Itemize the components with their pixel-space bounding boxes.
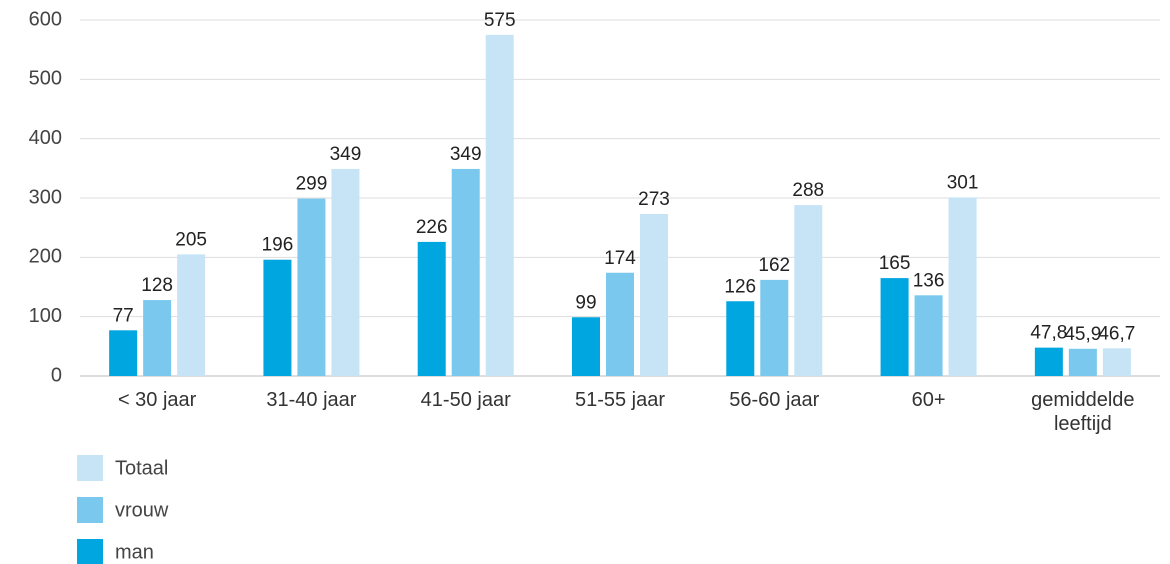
bar xyxy=(606,272,634,376)
bar xyxy=(794,205,823,376)
y-tick-label: 300 xyxy=(29,186,62,208)
bar xyxy=(143,300,172,376)
data-label: 126 xyxy=(724,276,756,297)
bar xyxy=(263,259,292,376)
bar xyxy=(331,168,360,376)
bar xyxy=(451,168,480,376)
x-tick-label: 41-50 jaar xyxy=(420,389,511,411)
data-label: 575 xyxy=(484,10,516,31)
bar xyxy=(726,301,755,376)
bar xyxy=(914,295,943,376)
legend-label: Totaal xyxy=(115,457,168,479)
data-label: 165 xyxy=(879,253,911,274)
data-label: 128 xyxy=(141,275,173,296)
data-label: 47,8 xyxy=(1030,323,1067,344)
y-tick-label: 400 xyxy=(29,127,62,149)
y-tick-label: 500 xyxy=(29,68,62,90)
data-label: 136 xyxy=(913,270,945,291)
data-label: 99 xyxy=(575,292,596,313)
legend-swatch xyxy=(77,539,103,564)
data-label: 349 xyxy=(330,144,362,165)
legend-label: man xyxy=(115,541,154,563)
data-label: 226 xyxy=(416,217,448,238)
bar xyxy=(1102,348,1131,376)
bar xyxy=(485,34,514,376)
bar xyxy=(948,197,977,376)
data-label: 301 xyxy=(947,172,979,193)
legend-swatch xyxy=(77,497,103,523)
data-label: 349 xyxy=(450,144,482,165)
data-label: 45,9 xyxy=(1064,324,1101,345)
bar xyxy=(572,317,600,376)
bar xyxy=(1034,347,1063,376)
data-label: 46,7 xyxy=(1098,323,1135,344)
bar xyxy=(760,279,789,376)
bar xyxy=(109,330,138,376)
x-tick-label: 56-60 jaar xyxy=(729,389,820,411)
bar xyxy=(1068,348,1097,376)
y-tick-label: 200 xyxy=(29,246,62,268)
legend-label: vrouw xyxy=(115,499,169,521)
legend-swatch xyxy=(77,455,103,481)
data-label: 273 xyxy=(638,189,670,210)
bar xyxy=(297,198,326,376)
data-label: 174 xyxy=(604,248,636,269)
x-tick-label: 31-40 jaar xyxy=(266,389,357,411)
data-label: 299 xyxy=(296,174,328,195)
y-tick-label: 600 xyxy=(29,8,62,30)
data-label: 288 xyxy=(792,180,824,201)
data-label: 196 xyxy=(262,235,294,256)
x-tick-label: < 30 jaar xyxy=(117,389,197,411)
bar xyxy=(880,278,909,376)
x-tick-label: gemiddelde leeftijd xyxy=(1031,389,1135,435)
bar xyxy=(417,241,446,376)
y-tick-label: 0 xyxy=(51,364,62,386)
bar xyxy=(640,214,668,376)
x-tick-label: 51-55 jaar xyxy=(574,389,666,411)
bar xyxy=(177,254,206,376)
data-label: 205 xyxy=(175,229,207,250)
x-tick-label: 60+ xyxy=(911,389,946,411)
data-label: 162 xyxy=(758,255,790,276)
y-tick-label: 100 xyxy=(29,305,62,327)
data-label: 77 xyxy=(113,305,134,326)
